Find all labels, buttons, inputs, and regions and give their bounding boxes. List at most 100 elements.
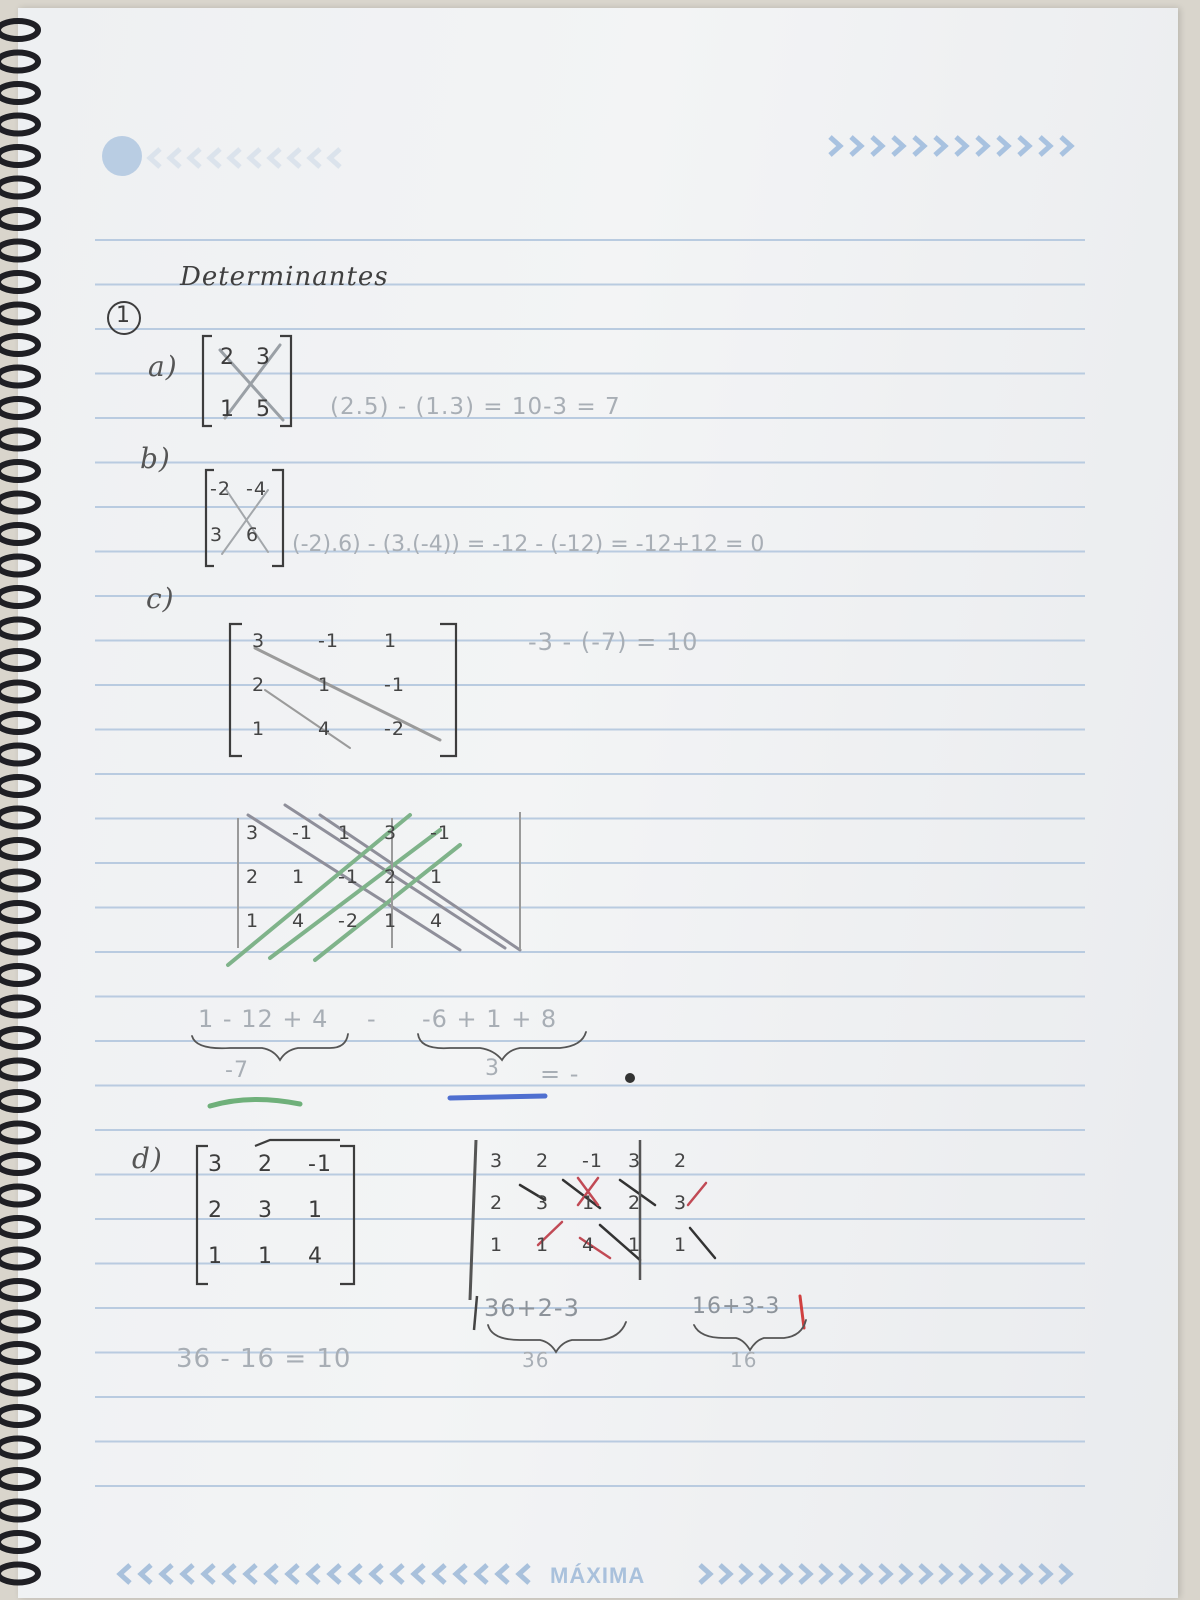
- spiral-ring: [0, 364, 41, 389]
- matrix-a-cell-0-0: 2: [220, 345, 235, 370]
- sarrus-d-red-3: [536, 1220, 564, 1247]
- chevron-icon: [166, 147, 182, 169]
- footer-chevrons-right-icon: [698, 1563, 1074, 1585]
- sarrus-c-cell-0-1: -1: [292, 822, 313, 844]
- sarrus-c-grey-3: [318, 813, 522, 952]
- spiral-ring: [0, 1278, 41, 1302]
- item-d-label: d): [132, 1142, 163, 1175]
- matrix-d-bracket-right: [340, 1144, 356, 1286]
- chevron-icon: [206, 147, 222, 169]
- matrix-d-cell-0-1: 2: [258, 1152, 273, 1177]
- sarrus-c-cell-0-0: 3: [246, 822, 260, 844]
- chevron-icon: [838, 1563, 854, 1585]
- sarrus-d-black-4: [598, 1223, 642, 1262]
- chevron-icon: [226, 147, 242, 169]
- matrix-a-bracket-left: [201, 334, 212, 428]
- footer-chevrons-left-icon: [116, 1563, 531, 1585]
- sarrus-c-cell-0-2: 1: [338, 822, 352, 844]
- chevron-icon: [798, 1563, 814, 1585]
- brace-c-right: [417, 1031, 587, 1062]
- matrix-b-cell-1-0: 3: [210, 524, 224, 546]
- chevron-icon: [221, 1563, 237, 1585]
- matrix-c-cell-0-1: -1: [318, 630, 339, 652]
- spiral-ring: [0, 553, 41, 578]
- diag-b-anti: [221, 489, 269, 555]
- chevron-icon: [996, 135, 1012, 157]
- sarrus-c-green-3: [313, 843, 462, 962]
- item-d-right-sum: 16+3-3: [692, 1294, 781, 1319]
- matrix-brackets: [195, 334, 458, 1286]
- matrix-d-cell-0-0: 3: [208, 1152, 223, 1177]
- sarrus-c-cell-1-0: 2: [246, 866, 260, 888]
- sarrus-d-black-2: [561, 1178, 602, 1210]
- green-underline: [207, 1097, 303, 1109]
- chevron-icon: [898, 1563, 914, 1585]
- spiral-ring: [0, 805, 41, 830]
- sarrus-c-cell-0-4: -1: [430, 822, 451, 844]
- spiral-ring: [0, 49, 41, 74]
- sarrus-c-green-2: [268, 828, 442, 960]
- matrix-d-cell-0-2: -1: [308, 1152, 332, 1177]
- diag-c-main: [253, 646, 442, 742]
- spiral-ring: [0, 522, 41, 546]
- spiral-ring: [0, 1183, 41, 1208]
- sarrus-c-cell-1-3: 2: [384, 866, 398, 888]
- diag-c-lower: [264, 689, 351, 749]
- item-c-result: -3 - (-7) = 10: [528, 628, 699, 656]
- chevron-icon: [758, 1563, 774, 1585]
- chevron-icon: [242, 1563, 258, 1585]
- item-d-left-total: 36: [522, 1348, 550, 1372]
- chevron-icon: [246, 147, 262, 169]
- sarrus-d-red-2: [576, 1176, 600, 1207]
- sarrus-c-cell-1-2: -1: [338, 866, 359, 888]
- sarrus-c-green-1: [226, 813, 412, 967]
- chevron-icon: [933, 135, 949, 157]
- chevron-icon: [389, 1563, 405, 1585]
- chevron-icon: [494, 1563, 510, 1585]
- chevron-icon: [368, 1563, 384, 1585]
- chevron-icon: [137, 1563, 153, 1585]
- chevron-icon: [116, 1563, 132, 1585]
- sarrus-d-black-3: [618, 1178, 657, 1207]
- matrix-b-bracket-right: [272, 468, 285, 568]
- spiral-ring: [0, 1404, 41, 1428]
- sarrus-d-cell-1-1: 3: [536, 1192, 550, 1214]
- spiral-ring: [0, 774, 41, 798]
- spiral-ring: [0, 616, 41, 641]
- chevron-icon: [326, 1563, 342, 1585]
- item-c-label: c): [146, 582, 175, 615]
- matrix-d-cell-1-1: 3: [258, 1198, 273, 1223]
- spiral-ring: [0, 1372, 41, 1397]
- chevron-icon: [1038, 135, 1054, 157]
- item-c-minus: -: [367, 1005, 377, 1033]
- sarrus-c-cell-2-2: -2: [338, 910, 359, 932]
- matrix-a-cell-0-1: 3: [256, 345, 271, 370]
- chevron-icon: [263, 1563, 279, 1585]
- chevron-icon: [158, 1563, 174, 1585]
- sarrus-d-cell-0-3: 3: [628, 1150, 642, 1172]
- chevron-icon: [718, 1563, 734, 1585]
- matrix-c-cell-0-0: 3: [252, 630, 266, 652]
- sarrus-c-cell-2-0: 1: [246, 910, 260, 932]
- brace-d-right: [693, 1319, 807, 1352]
- chevron-icon: [958, 1563, 974, 1585]
- chevron-icon: [878, 1563, 894, 1585]
- brace-d-left: [487, 1321, 627, 1354]
- sarrus-d-cell-1-0: 2: [490, 1192, 504, 1214]
- spiral-ring: [0, 1152, 41, 1176]
- sarrus-d-cell-0-1: 2: [536, 1150, 550, 1172]
- matrix-b-bracket-left: [204, 468, 214, 568]
- sarrus-d-black-1: [518, 1183, 547, 1202]
- spiral-ring: [0, 711, 41, 735]
- header-decoration: [102, 135, 1075, 176]
- spiral-ring: [0, 490, 41, 515]
- diagonal-strokes: [218, 343, 806, 1330]
- item-c-equals: = -: [540, 1060, 580, 1088]
- sarrus-d-cell-2-2: 4: [582, 1234, 596, 1256]
- chevron-icon: [998, 1563, 1014, 1585]
- chevron-icon: [1059, 135, 1075, 157]
- sarrus-c-cell-2-3: 1: [384, 910, 398, 932]
- chevron-icon: [452, 1563, 468, 1585]
- sarrus-c-cell-0-3: 3: [384, 822, 398, 844]
